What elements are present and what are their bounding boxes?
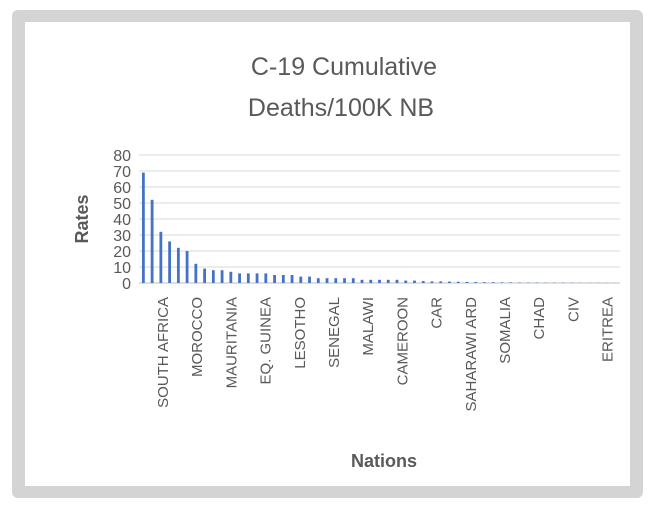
bar [386, 279, 390, 283]
bar [334, 278, 338, 283]
bar [325, 278, 329, 283]
x-tick-label: CAR [429, 297, 446, 329]
x-tick-label: CIV [565, 297, 582, 322]
chart-title-line-2: Deaths/100K NB [248, 94, 434, 122]
bar [141, 172, 145, 283]
bar [456, 281, 460, 283]
bar [351, 278, 355, 283]
bar [413, 280, 416, 283]
bar [343, 278, 346, 283]
bar [369, 279, 373, 283]
y-tick-label: 20 [113, 244, 131, 261]
bar [264, 273, 268, 283]
bar [430, 281, 434, 283]
x-tick-label: SENEGAL [326, 297, 343, 368]
bar [246, 273, 250, 283]
x-tick-label: SOUTH AFRICA [155, 297, 172, 408]
bar [474, 282, 478, 283]
bar [290, 275, 294, 283]
bar [404, 280, 408, 283]
bar [360, 279, 364, 283]
bar [203, 268, 206, 283]
bar [194, 263, 198, 283]
bar [299, 276, 303, 283]
bar [229, 271, 233, 283]
x-tick-label: MALAWI [360, 297, 377, 356]
bar [448, 281, 451, 283]
bar [491, 282, 495, 283]
bar [308, 276, 311, 283]
bar [220, 270, 224, 283]
x-tick-label: SOMALIA [497, 297, 514, 364]
bar [238, 273, 241, 283]
bar [509, 282, 513, 283]
bar [483, 282, 486, 283]
bar [211, 270, 215, 283]
y-axis-title: Rates [72, 194, 92, 243]
x-tick-label: ERITREA [600, 297, 617, 362]
y-tick-label: 70 [113, 164, 131, 181]
bar [439, 281, 443, 283]
bar [255, 273, 259, 283]
y-tick-label: 40 [113, 212, 131, 229]
bar [316, 278, 320, 283]
x-tick-label: MOROCCO [189, 297, 206, 377]
chart-title-line-1: C-19 Cumulative [251, 53, 437, 81]
y-tick-label: 30 [113, 228, 131, 245]
chart-area: C-19 Cumulative Deaths/100K NB 0 10 20 30 40… [25, 22, 630, 486]
bar [421, 281, 425, 283]
bar [273, 275, 276, 283]
x-tick-label: MAURITANIA [223, 297, 240, 388]
y-tick-label: 50 [113, 196, 131, 213]
bar [395, 279, 399, 283]
bar [185, 251, 189, 283]
bar [150, 199, 154, 283]
x-tick-label: EQ. GUINEA [258, 297, 275, 385]
gridlines [139, 154, 620, 284]
x-tick-label: CHAD [531, 297, 548, 340]
bar [176, 247, 180, 283]
bar [378, 279, 381, 283]
x-tick-label: CAMEROON [394, 297, 411, 385]
x-tick-label: SAHARAWI ARD [463, 297, 480, 412]
bar [159, 231, 163, 283]
x-tick-labels: SOUTH AFRICA MOROCCO MAURITANIA EQ. GUINEA L… [155, 297, 617, 412]
bar [168, 241, 172, 283]
bar-chart: C-19 Cumulative Deaths/100K NB 010203040… [72, 53, 620, 471]
bars [141, 172, 618, 283]
y-tick-label: 80 [113, 148, 131, 165]
y-tick-label: 0 [122, 276, 131, 293]
bar [465, 281, 469, 283]
y-tick-label: 10 [113, 260, 131, 277]
bar [281, 275, 285, 283]
bar [500, 282, 504, 283]
y-tick-label: 60 [113, 180, 131, 197]
chart-frame: C-19 Cumulative Deaths/100K NB 0 10 20 30 40… [12, 10, 643, 498]
x-axis-title: Nations [351, 451, 417, 471]
x-tick-label: LESOTHO [292, 297, 309, 369]
